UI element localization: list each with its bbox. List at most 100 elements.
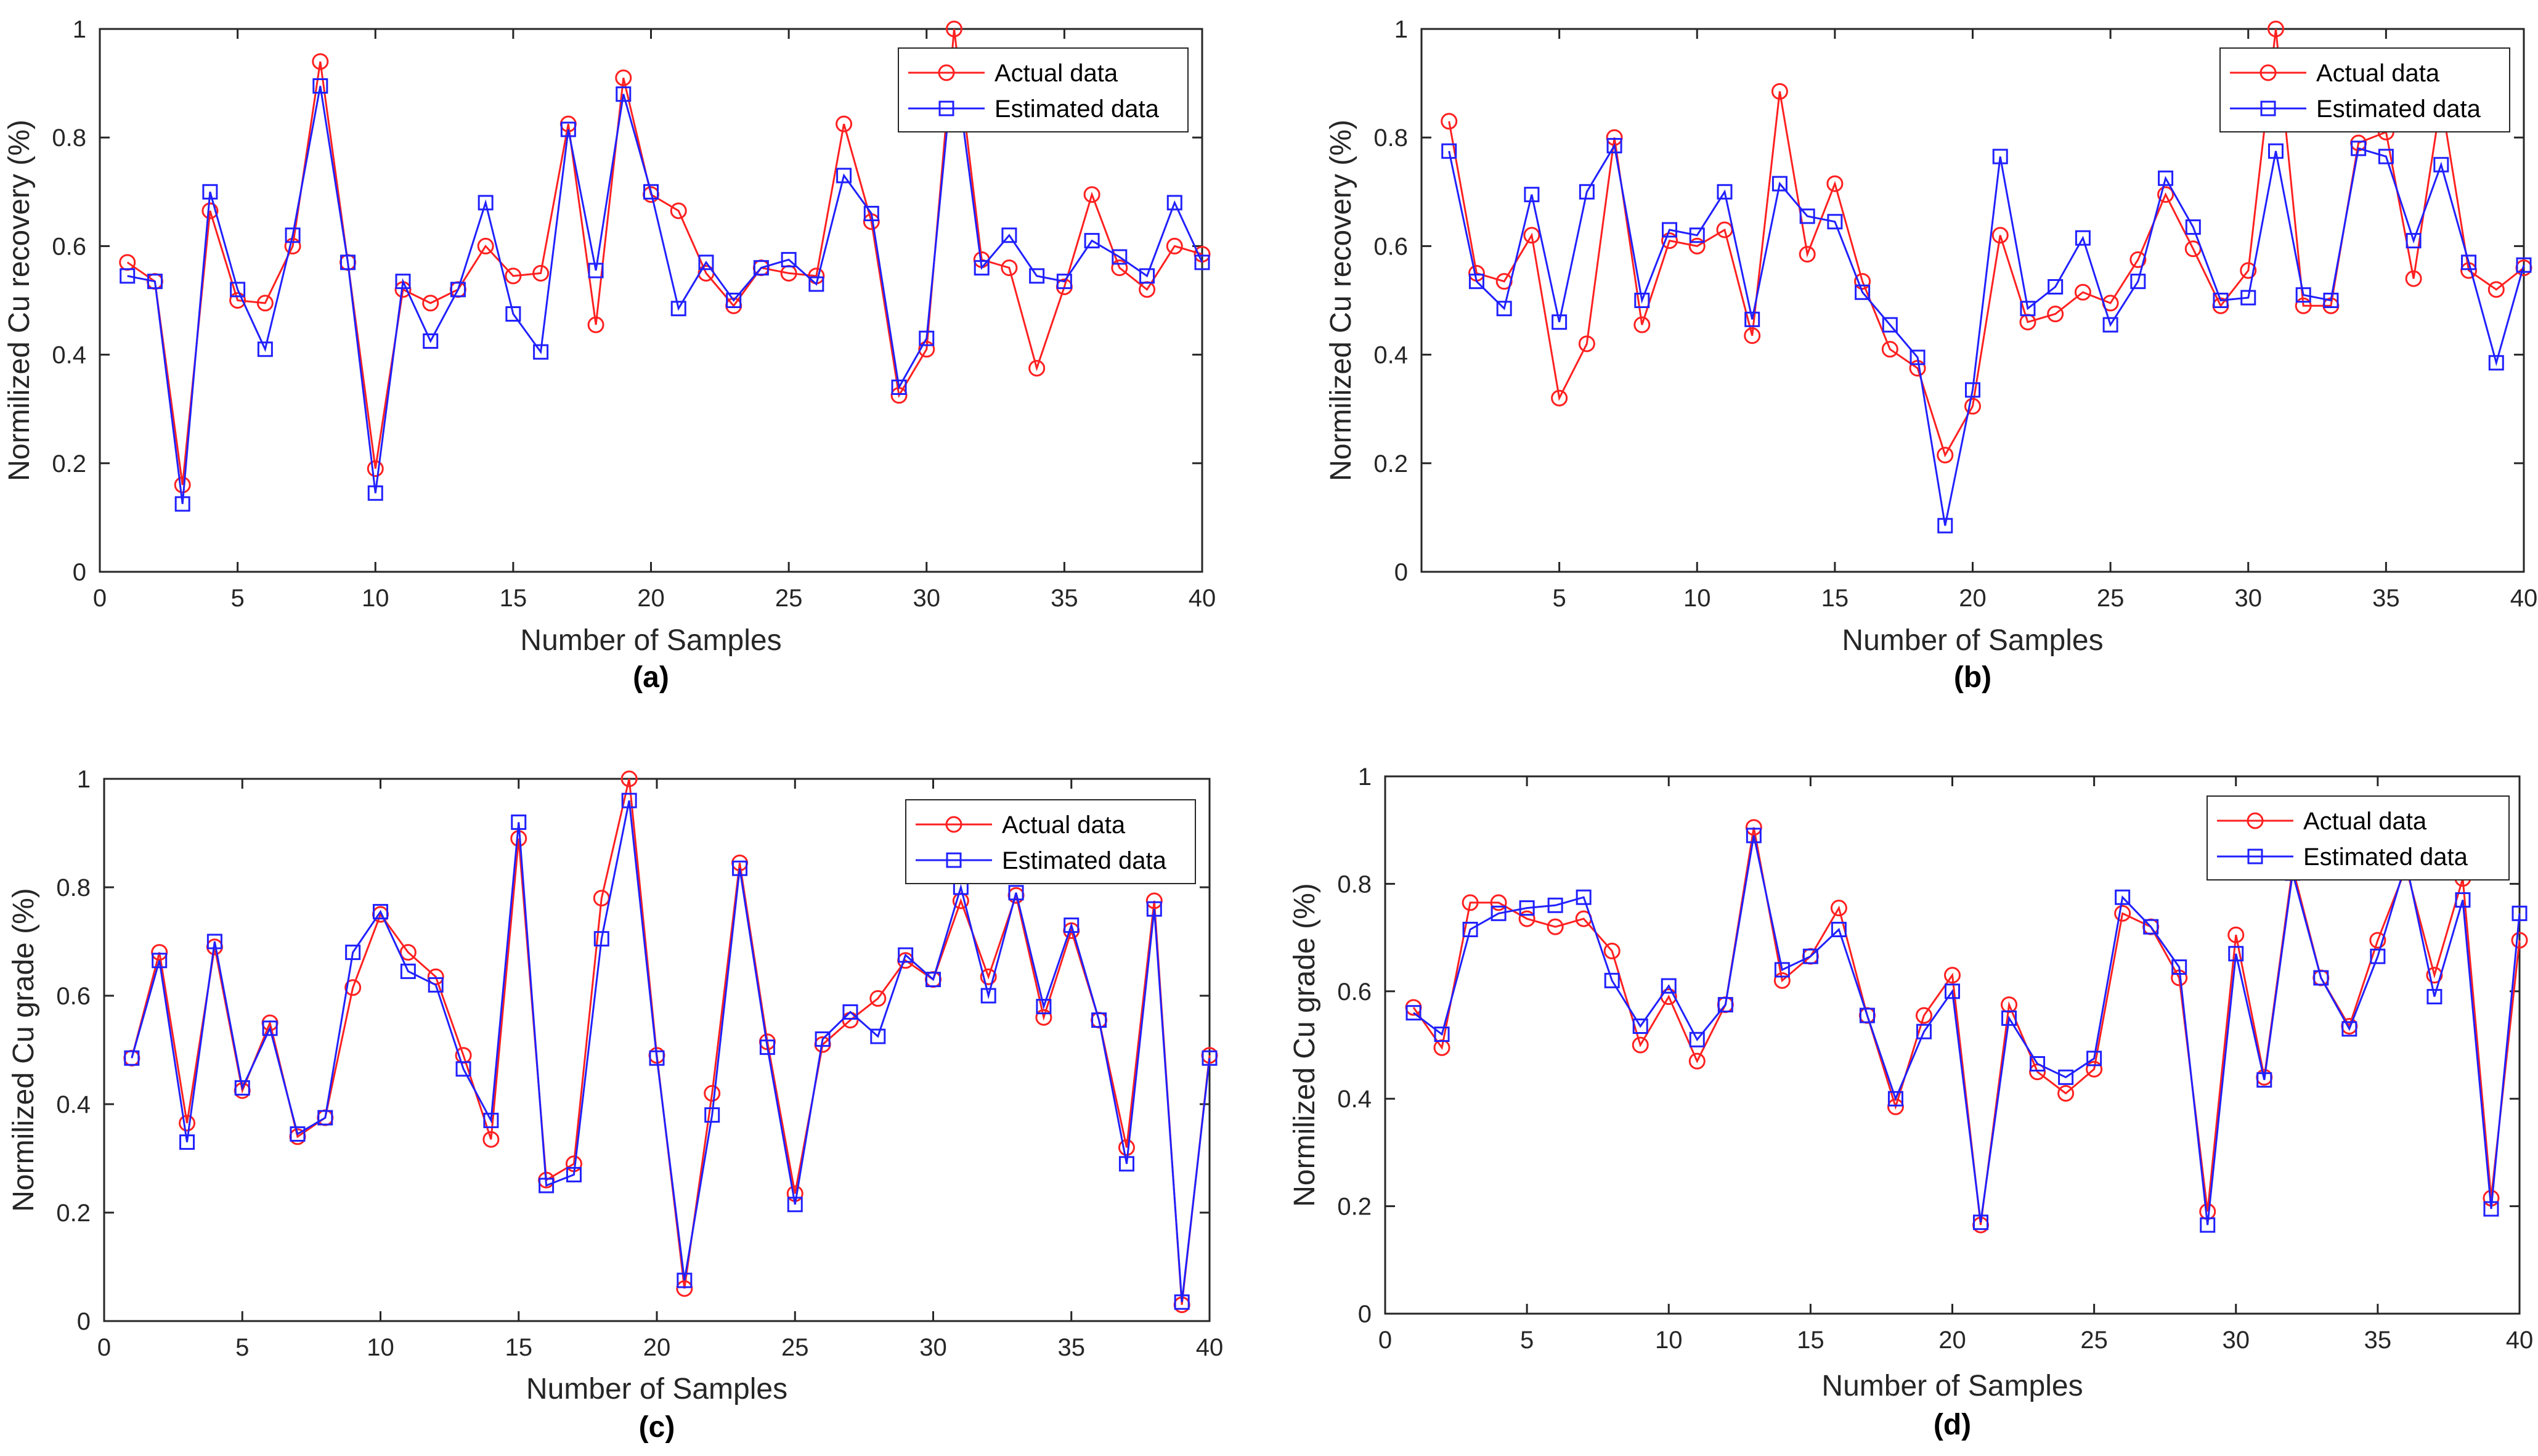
- data-point-estimated: [1524, 187, 1540, 203]
- data-point-estimated: [1859, 1007, 1875, 1023]
- data-point-actual: [1603, 942, 1621, 959]
- data-point-actual: [1523, 227, 1540, 244]
- data-point-estimated: [863, 206, 879, 222]
- x-axis-label: Number of Samples: [520, 624, 781, 657]
- panel-label: (b): [1954, 661, 1991, 694]
- data-point-estimated: [1064, 917, 1080, 933]
- data-point-estimated: [1827, 214, 1843, 230]
- data-point-actual: [1632, 1036, 1649, 1054]
- x-tick-label: 25: [775, 585, 803, 612]
- x-tick-label: 20: [637, 585, 665, 612]
- data-point-estimated: [1001, 227, 1017, 243]
- data-point-estimated: [2075, 230, 2091, 246]
- x-tick-label: 0: [97, 1334, 111, 1361]
- series-line: [127, 55, 1203, 505]
- data-point-actual: [422, 295, 439, 312]
- x-tick-label: 35: [2372, 585, 2400, 612]
- data-point-estimated: [1634, 293, 1650, 308]
- data-point-actual: [1745, 819, 1762, 836]
- data-point-estimated: [2130, 274, 2146, 290]
- data-point-actual: [477, 237, 494, 254]
- legend-marker-actual: [2259, 64, 2277, 81]
- data-point-actual: [1518, 910, 1535, 927]
- y-tick-label: 1: [1394, 16, 1408, 43]
- data-point-estimated: [808, 276, 824, 292]
- data-point-estimated: [533, 344, 549, 360]
- data-point-estimated: [2426, 989, 2442, 1005]
- data-point-estimated: [2158, 170, 2174, 186]
- data-point-estimated: [367, 485, 383, 501]
- data-point-estimated: [2313, 970, 2329, 986]
- data-point-estimated: [1547, 897, 1563, 913]
- x-tick-label: 30: [2223, 1327, 2250, 1354]
- chart-panel-2: 0 5 10 15 20 25 30 35 40 0 0.2 0.4 0.6 0.8 1 Number of …: [7, 766, 1223, 1444]
- data-point-actual: [1028, 360, 1046, 377]
- data-point-estimated: [1441, 143, 1457, 159]
- x-tick-label: 30: [913, 585, 941, 612]
- x-tick-label: 15: [1821, 585, 1849, 612]
- data-point-estimated: [1146, 901, 1162, 917]
- data-point-estimated: [2240, 290, 2256, 306]
- data-point-actual: [367, 460, 384, 478]
- data-point-estimated: [2115, 889, 2131, 905]
- x-tick-label: 15: [500, 585, 527, 612]
- legend: Actual data Estimated data: [898, 47, 1189, 132]
- data-point-actual: [2511, 932, 2528, 949]
- data-point-estimated: [1689, 1031, 1705, 1047]
- data-point-estimated: [649, 1050, 665, 1066]
- series-estimated: [1405, 828, 2528, 1233]
- data-point-estimated: [1717, 997, 1733, 1013]
- data-point-estimated: [2512, 905, 2528, 921]
- data-point-estimated: [980, 988, 996, 1004]
- data-point-actual: [174, 476, 191, 494]
- x-axis-label: Number of Samples: [1842, 624, 2103, 657]
- data-point-actual: [179, 1115, 196, 1132]
- data-point-estimated: [124, 1050, 140, 1066]
- data-point-estimated: [1576, 889, 1592, 905]
- y-tick-label: 0.8: [1337, 871, 1372, 898]
- data-point-estimated: [1202, 1050, 1218, 1066]
- data-point-actual: [1661, 232, 1678, 250]
- data-point-estimated: [1405, 1005, 1422, 1021]
- data-point-actual: [1744, 327, 1761, 344]
- data-point-estimated: [1662, 222, 1678, 238]
- data-point-estimated: [539, 1177, 555, 1194]
- data-point-estimated: [2295, 287, 2311, 303]
- data-point-actual: [482, 1131, 500, 1148]
- data-point-actual: [2129, 251, 2147, 268]
- data-point-actual: [1688, 237, 1706, 254]
- data-point-actual: [312, 53, 329, 70]
- data-point-actual: [399, 944, 417, 961]
- legend-label-actual: Actual data: [2316, 60, 2440, 87]
- data-point-actual: [1854, 273, 1871, 290]
- y-tick-label: 0.4: [52, 342, 86, 369]
- y-tick-label: 0.2: [56, 1200, 91, 1227]
- data-point-estimated: [395, 274, 411, 290]
- x-tick-label: 40: [2506, 1327, 2534, 1354]
- data-point-estimated: [505, 306, 521, 322]
- data-point-estimated: [2185, 219, 2201, 235]
- data-point-actual: [2086, 1060, 2103, 1078]
- series-line: [126, 28, 1203, 486]
- y-tick-label: 0: [77, 1308, 91, 1335]
- data-point-estimated: [1606, 137, 1622, 153]
- data-point-estimated: [1008, 885, 1024, 901]
- data-point-estimated: [1084, 233, 1100, 249]
- data-point-estimated: [2030, 1056, 2046, 1072]
- y-axis-label: Normilized Cu recovery (%): [1325, 120, 1357, 481]
- data-point-estimated: [340, 254, 356, 270]
- data-point-estimated: [781, 251, 797, 267]
- legend-label-estimated: Estimated data: [1002, 847, 1167, 874]
- data-point-estimated: [925, 972, 941, 988]
- data-point-estimated: [2048, 279, 2064, 295]
- data-point-estimated: [1519, 900, 1535, 916]
- data-point-estimated: [919, 330, 935, 346]
- data-point-estimated: [152, 953, 168, 969]
- data-point-estimated: [2433, 157, 2449, 173]
- data-point-estimated: [120, 268, 136, 284]
- x-tick-label: 25: [781, 1334, 809, 1361]
- series-estimated: [120, 48, 1210, 512]
- legend-label-estimated: Estimated data: [2303, 844, 2468, 871]
- data-point-actual: [1964, 397, 1981, 415]
- data-point-actual: [1773, 972, 1791, 989]
